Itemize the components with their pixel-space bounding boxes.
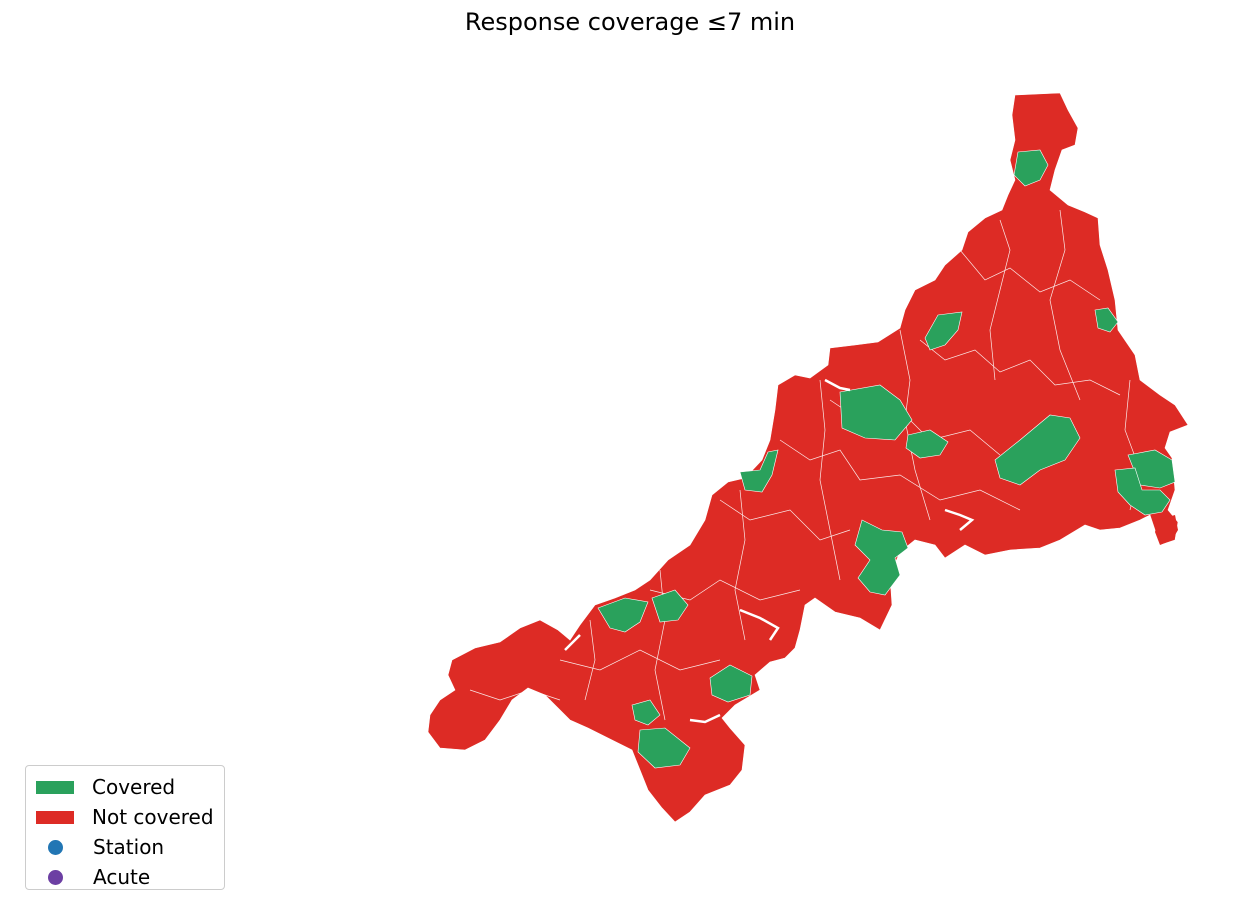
legend-label: Acute (93, 865, 151, 889)
not-covered-landmass (427, 92, 1189, 823)
covered-zone-north (1013, 149, 1049, 187)
covered-zone-west-2 (651, 589, 689, 623)
map-title: Response coverage ≤7 min (464, 8, 796, 36)
covered-zone-south-1 (709, 664, 753, 703)
covered-zone-mid-north (924, 311, 963, 351)
covered-zones (597, 149, 1176, 769)
legend-label: Covered (92, 775, 176, 799)
covered-zone-west-1 (597, 597, 649, 633)
covered-zone-central (839, 384, 913, 441)
covered-zone-south-3 (637, 727, 691, 769)
acute-marker-icon (48, 869, 63, 885)
legend-label: Not covered (92, 805, 214, 829)
covered-zone-east (994, 414, 1081, 486)
station-marker-icon (48, 839, 63, 855)
map-legend: Covered Not covered Station Acute (25, 765, 225, 890)
covered-swatch (36, 780, 74, 794)
legend-item-acute: Acute (36, 862, 224, 892)
covered-zone-central-small (905, 429, 949, 459)
not-covered-swatch (36, 810, 74, 824)
covered-zone-south-2 (631, 699, 661, 726)
parish-boundaries (469, 209, 1141, 721)
covered-zone-west-coast (739, 449, 779, 493)
legend-item-not-covered: Not covered (36, 802, 224, 832)
legend-item-station: Station (36, 832, 224, 862)
covered-zone-se-2 (1114, 467, 1171, 516)
covered-zone-mid-south (854, 519, 909, 596)
estuaries (564, 378, 975, 724)
legend-item-covered: Covered (36, 772, 224, 802)
not-covered-islet (1155, 515, 1178, 545)
legend-label: Station (93, 835, 165, 859)
covered-zone-ne (1094, 307, 1119, 333)
